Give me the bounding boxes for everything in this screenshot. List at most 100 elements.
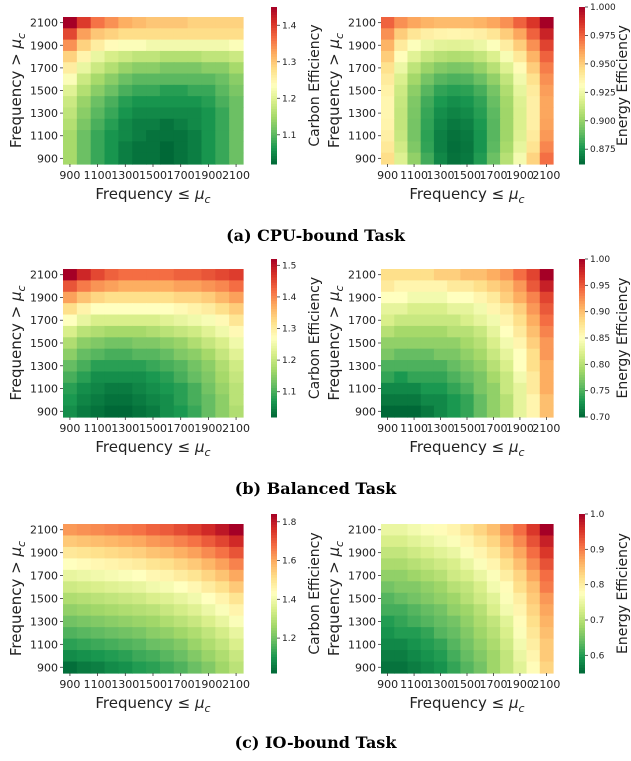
heatmap-cell [173,405,189,418]
y-tick-label: 1300 [30,615,58,628]
heatmap-cell [187,615,203,628]
heatmap-cell [118,348,133,361]
heatmap-cell [90,118,106,131]
heatmap-cell [486,360,501,373]
heatmap-cell [132,394,147,407]
colorbar-segment [271,264,277,268]
colorbar-segment [271,259,277,263]
heatmap-cell [420,615,435,628]
colorbar-segment [271,345,277,350]
heatmap-cell [447,382,461,395]
heatmap-cell [433,661,448,674]
y-tick-label: 1900 [30,291,58,304]
colorbar-segment [271,540,277,544]
heatmap-cell [486,535,501,548]
colorbar-segment [271,64,277,68]
heatmap-cell [159,627,175,640]
colorbar-segment [579,585,585,589]
colorbar-segment [271,46,277,50]
heatmap-cell [473,558,488,571]
colorbar-segment [579,343,585,347]
x-tick-label: 1900 [506,169,534,182]
heatmap-cell [90,360,106,373]
y-tick-label: 1900 [348,547,376,560]
colorbar-segment [579,111,585,115]
heatmap-cell [486,592,501,605]
heatmap-cell [526,615,541,628]
colorbar-tick-label: 1.2 [282,94,296,104]
colorbar-segment [271,366,277,371]
heatmap-cell [473,569,488,582]
heatmap-cell [118,62,133,75]
heatmap-cell [394,107,409,120]
colorbar-segment [271,43,277,47]
heatmap-cell [187,118,203,131]
colorbar-segment [271,93,277,97]
heatmap-cell [381,314,395,327]
heatmap-cell [118,546,133,559]
colorbar-segment [271,122,277,126]
heatmap-cell [215,141,230,154]
colorbar-segment [271,27,277,32]
heatmap-cell [104,337,119,350]
heatmap-cell [420,638,435,651]
heatmap-cell [460,141,475,154]
heatmap-cell [526,638,541,651]
colorbar-segment [271,572,277,576]
colorbar-segment [579,617,585,621]
heatmap-cell [173,314,189,327]
colorbar-segment [271,309,277,313]
colorbar-segment [579,641,585,645]
heatmap-cell [513,546,528,559]
heatmap-cell [173,348,189,361]
colorbar-segment [271,382,277,386]
heatmap-cell [473,627,488,640]
heatmap-cell [420,96,435,109]
heatmap-cell [187,650,203,663]
heatmap-cell [486,141,501,154]
heatmap-cell [76,314,92,327]
colorbar-tick-label: 0.7 [590,616,604,626]
heatmap-cell [526,141,541,154]
colorbar-segment [271,261,277,265]
colorbar-segment [579,409,585,413]
colorbar-tick-label: 1.1 [282,388,296,398]
heatmap-cell [526,152,541,165]
heatmap-cell [433,325,448,338]
heatmap-cell [447,535,461,548]
heatmap-cell [500,558,514,571]
heatmap-cell [539,39,554,52]
colorbar-segment [579,364,585,368]
colorbar-segment [579,604,585,608]
heatmap-cell [118,394,133,407]
heatmap-cell [433,291,448,304]
x-tick-label: 2100 [532,422,560,435]
colorbar-segment [579,9,585,13]
heatmap-cell [407,615,422,628]
heatmap-cell [394,50,409,63]
heatmap-cell [159,348,175,361]
heatmap-cell [473,130,488,142]
heatmap-cell [473,107,488,120]
heatmap-cell [201,303,216,316]
heatmap-cell [76,280,92,293]
heatmap-cell [407,337,422,350]
heatmap-cell [447,524,461,537]
heatmap-cell [146,84,161,97]
heatmap-cell [90,50,106,63]
heatmap-io-energy: 900 1100130015001700190021002100190017001… [325,510,631,715]
colorbar-segment [271,140,277,144]
colorbar-segment [579,388,585,392]
x-tick-label: 900 [377,422,398,435]
heatmap-cell [473,638,488,651]
heatmap-cell [90,650,106,663]
heatmap-cell [447,73,461,86]
y-tick-label: 1300 [30,360,58,373]
heatmap-cell [159,569,175,582]
colorbar-segment [271,559,277,563]
heatmap-cell [381,604,395,617]
heatmap-cell [76,84,92,97]
colorbar-segment [579,137,585,141]
heatmap-cell [132,280,147,293]
heatmap-cell [76,28,92,41]
